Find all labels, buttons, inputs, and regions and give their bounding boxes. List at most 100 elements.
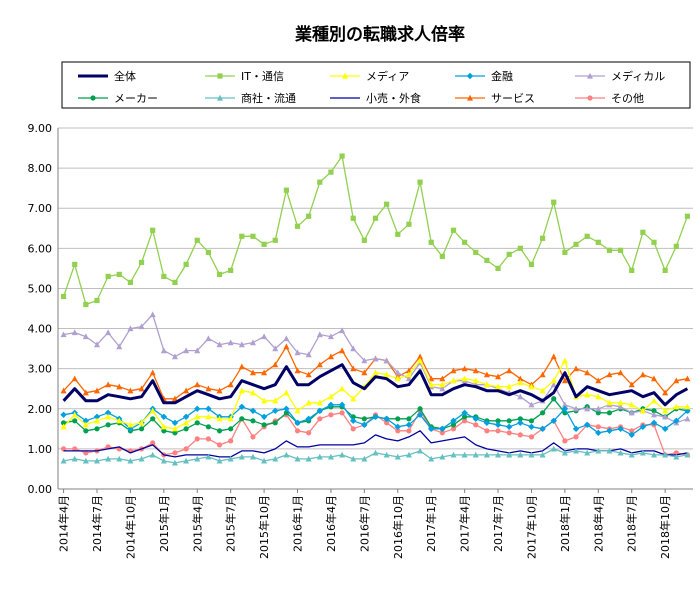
data-point [439,453,446,460]
data-point [249,407,257,414]
data-point [339,451,346,458]
data-point [517,393,524,400]
legend-marker [467,94,473,101]
data-point [517,375,524,382]
y-tick-label: 2.00 [28,403,53,416]
legend-box [61,61,691,109]
data-point [116,383,123,390]
x-tick-label: 2017年10月 [524,495,538,559]
data-point [629,428,635,434]
data-point [561,401,568,408]
data-point [171,353,178,360]
data-point [628,451,635,458]
data-point [261,369,268,376]
series-2 [60,357,691,432]
data-point [127,279,134,286]
data-point [517,432,523,438]
data-point [561,377,568,384]
data-point [261,241,267,247]
data-point [462,418,468,424]
data-point [149,407,156,414]
data-point [261,333,268,340]
data-point [205,249,211,255]
x-tick-label: 2016年1月 [291,495,305,552]
data-point [684,375,691,382]
data-point [350,215,356,221]
data-point [495,451,502,458]
data-point [662,451,669,458]
data-point [205,405,212,412]
y-tick-label: 9.00 [28,122,53,135]
data-point [439,385,446,392]
data-point [439,430,445,436]
x-tick-label: 2016年7月 [357,495,371,552]
x-tick-label: 2017年7月 [491,495,505,552]
series-line [62,155,689,306]
data-point [228,438,234,444]
data-point [406,428,412,434]
x-tick-label: 2015年4月 [190,495,204,552]
data-point [227,415,234,422]
data-point [383,451,390,458]
data-point [205,335,212,342]
data-point [105,413,112,420]
data-point [294,349,301,356]
data-point [83,428,89,434]
legend-item: その他 [575,92,644,105]
data-point [684,403,691,410]
x-tick-label: 2018年1月 [558,495,572,552]
data-point [327,401,335,408]
data-point [383,371,390,378]
series-1 [60,153,691,308]
data-point [182,413,190,420]
data-point [651,451,658,458]
data-point [260,413,268,420]
data-point [472,367,479,374]
data-point [194,420,200,426]
legend-marker [90,95,96,101]
data-point [394,369,401,376]
data-point [149,451,156,458]
data-point [171,459,178,466]
data-point [138,426,145,432]
data-point [183,419,190,426]
data-point [617,399,624,406]
data-point [316,399,323,406]
data-point [684,213,691,219]
legend-item: 商社・流通 [205,91,296,105]
data-point [60,423,67,430]
data-point [661,425,669,433]
data-point [584,233,590,239]
legend-label: 金融 [491,69,513,83]
data-point [651,411,658,418]
x-tick-label: 2014年4月 [57,495,71,552]
data-point [160,457,167,464]
series-group [60,153,691,466]
data-point [428,375,435,382]
data-point [327,353,334,360]
data-point [562,249,568,255]
data-point [216,457,223,464]
data-point [305,351,312,358]
data-point [528,451,535,458]
data-point [82,389,89,396]
data-point [540,235,546,241]
data-point [417,357,424,364]
series-0 [62,363,689,407]
data-point [316,407,323,414]
data-point [238,453,245,460]
data-point [483,419,491,427]
data-point [517,451,524,458]
data-point [161,428,167,434]
data-point [405,421,413,429]
data-point [294,223,301,229]
data-point [405,451,412,458]
data-point [495,418,501,424]
data-point [662,413,669,420]
data-point [617,369,624,376]
data-point [160,423,167,430]
data-point [239,416,245,422]
legend-label: メディカル [611,69,665,83]
data-point [406,221,412,227]
